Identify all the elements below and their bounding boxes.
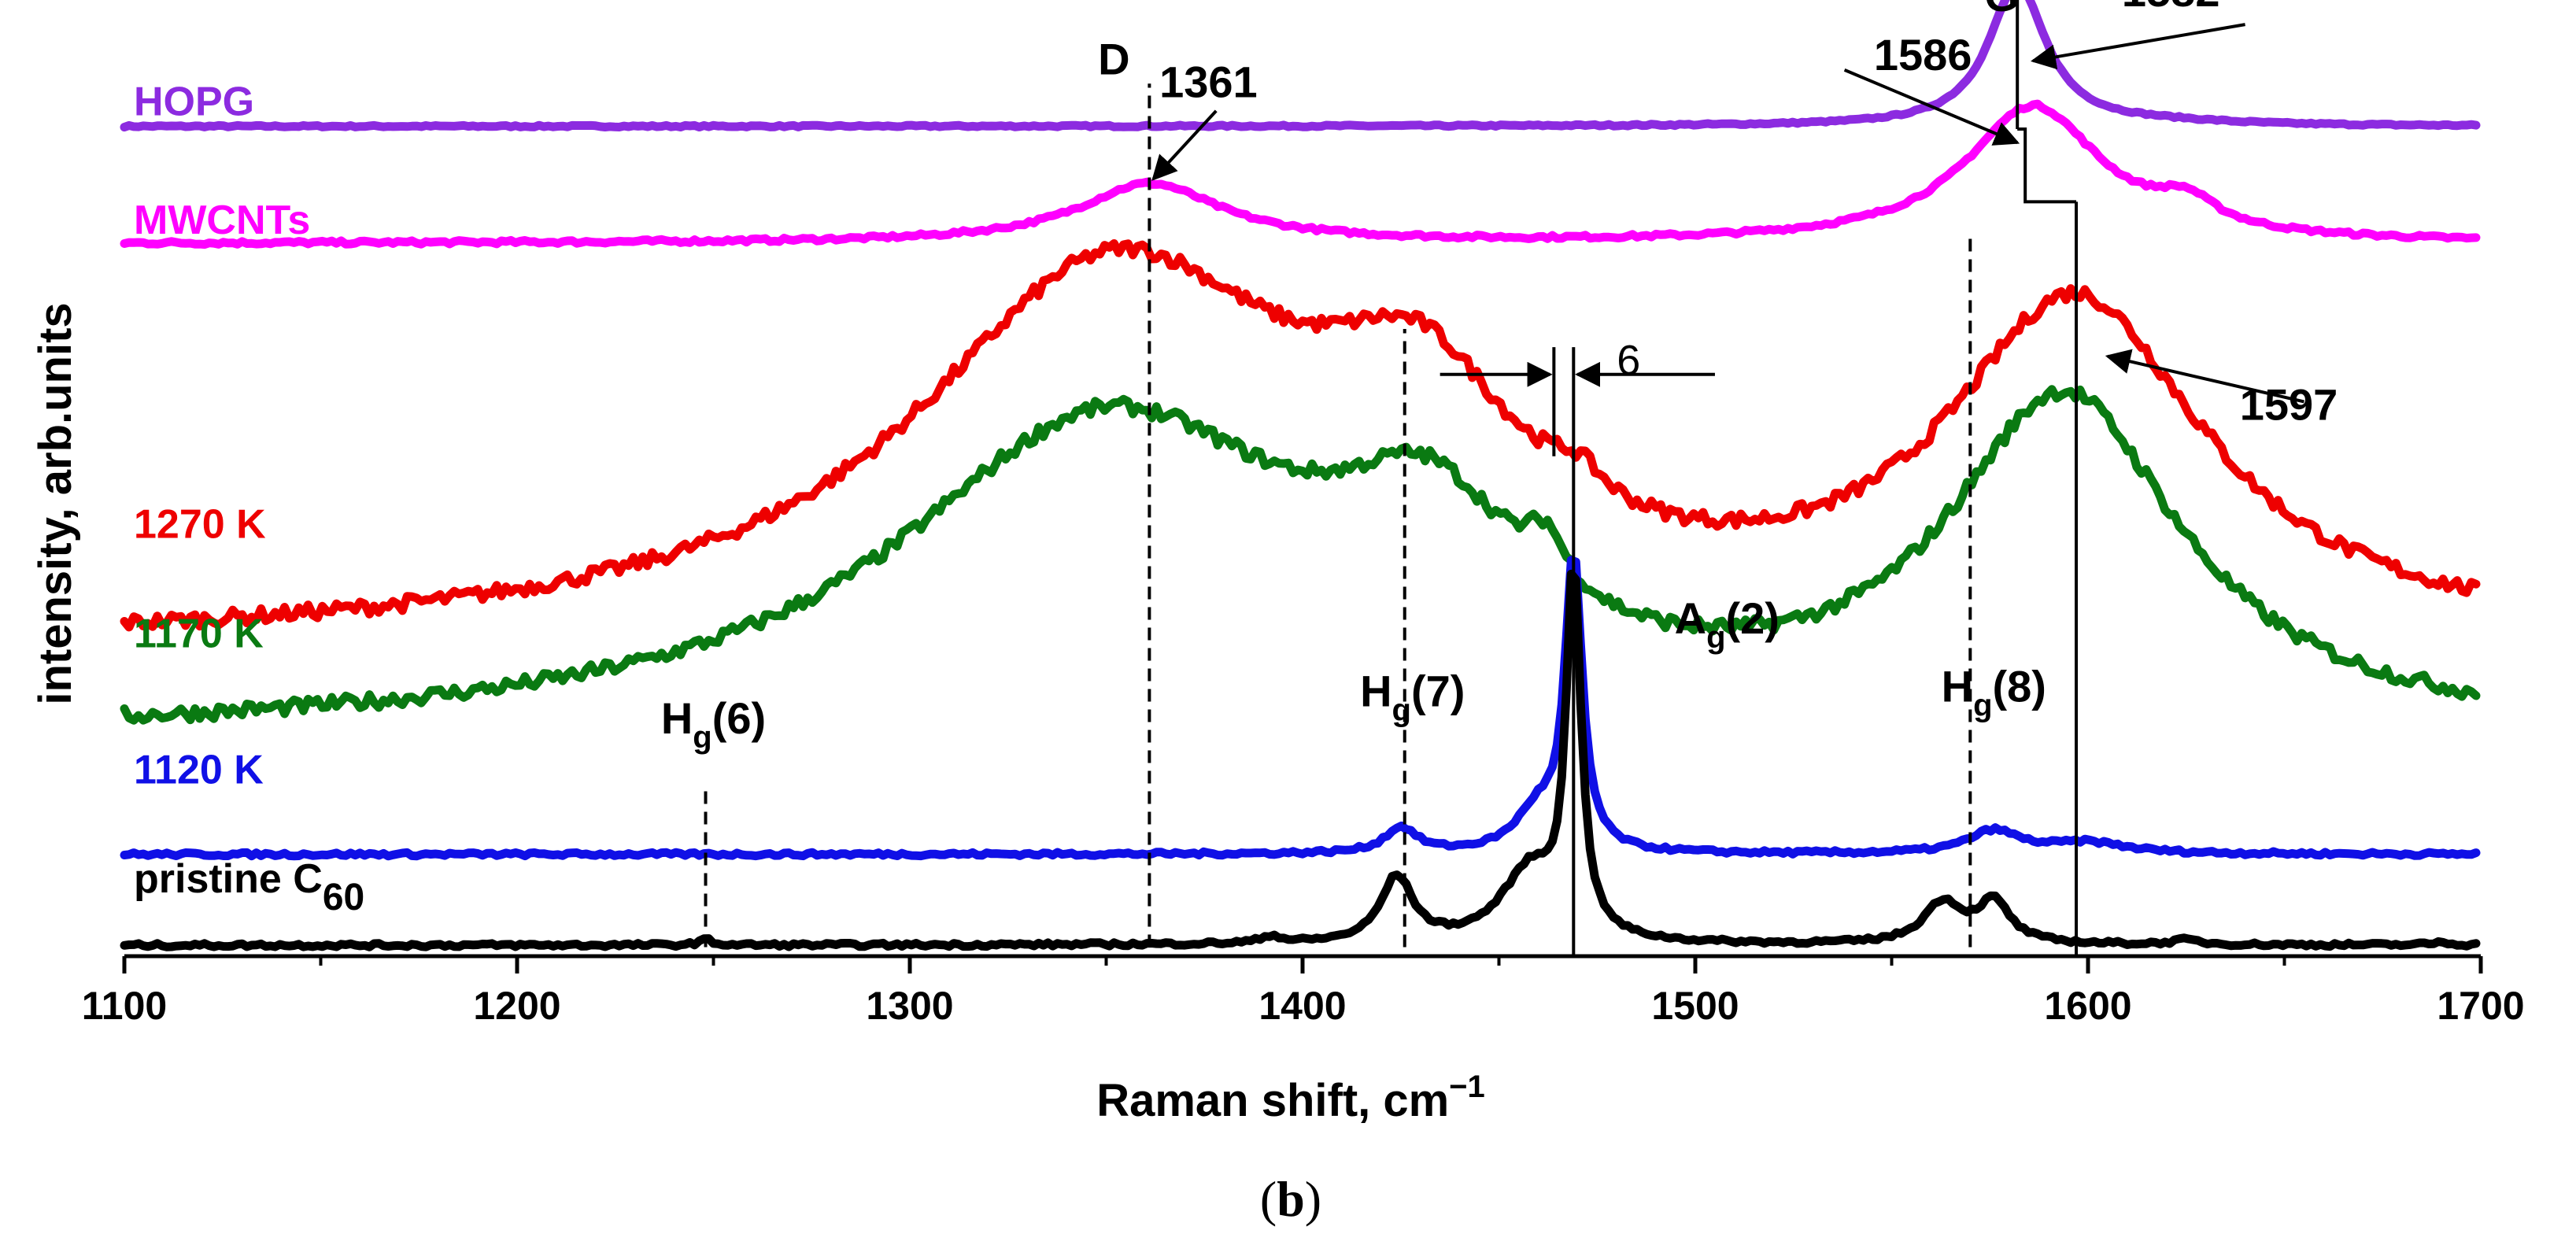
series-label-pristine-c60: pristine C60 (134, 856, 364, 918)
x-tick-label-1400: 1400 (1258, 984, 1346, 1028)
annotation-1586: 1586 (1874, 30, 1972, 79)
x-tick-label-1200: 1200 (473, 984, 560, 1028)
arrow-1582 (2030, 23, 2245, 70)
series-line-pristine-c60 (120, 569, 2481, 951)
annotation-h-6-: Hg(6) (661, 693, 766, 755)
series-label-mwcnts: MWCNTs (134, 198, 310, 243)
plot-lines (120, 0, 2481, 951)
arrow-1597 (2105, 349, 2304, 404)
annotation-1597: 1597 (2240, 380, 2338, 430)
series-line-1270-k (120, 239, 2481, 632)
series-line-1170-k (120, 385, 2481, 725)
x-tick-label-1100: 1100 (82, 984, 167, 1028)
annotation-1361: 1361 (1159, 57, 1258, 107)
series-line-mwcnts (120, 99, 2481, 249)
x-axis-label: Raman shift, cm−1 (1096, 1070, 1485, 1126)
annotation-labels: D 1361 G 1582 1586 1597 6 Hg(6) Hg(7) Ag(2) Hg(8) (661, 0, 2338, 755)
annotation-a-2-: Ag(2) (1675, 593, 1780, 655)
panel-label: (b) (1260, 1171, 1321, 1227)
arrow-1586 (1843, 68, 2020, 146)
series-label-hopg: HOPG (134, 79, 254, 125)
annotation-h-8-: Hg(8) (1942, 662, 2046, 723)
arrow-1361 (1151, 109, 1218, 181)
reference-lines (704, 0, 2079, 956)
annotation-arrows (1151, 23, 2304, 404)
annotation-1582: 1582 (2122, 0, 2220, 16)
series-line-1120-k (120, 556, 2481, 861)
x-tick-label-1300: 1300 (866, 984, 953, 1028)
annotation-6: 6 (1617, 337, 1640, 384)
series-label-1170-k: 1170 K (134, 611, 264, 656)
x-tick-label-1500: 1500 (1651, 984, 1739, 1028)
x-ticks: 1100 1200 1300 1400 1500 1600 1700 (82, 956, 2525, 1028)
x-tick-label-1700: 1700 (2437, 984, 2524, 1028)
series-labels: HOPG MWCNTs 1270 K 1170 K 1120 K pristine C60 (134, 79, 364, 919)
y-axis-label: intensity, arb.units (30, 302, 81, 704)
series-label-1120-k: 1120 K (134, 748, 264, 793)
series-label-1270-k: 1270 K (134, 502, 266, 548)
x-tick-label-1600: 1600 (2044, 984, 2131, 1028)
annotation-g: G (1984, 0, 2019, 20)
annotation-d: D (1098, 35, 1129, 84)
annotation-h-7-: Hg(7) (1360, 666, 1465, 727)
g-shift-step (2017, 127, 2077, 204)
series-line-hopg (120, 0, 2481, 132)
